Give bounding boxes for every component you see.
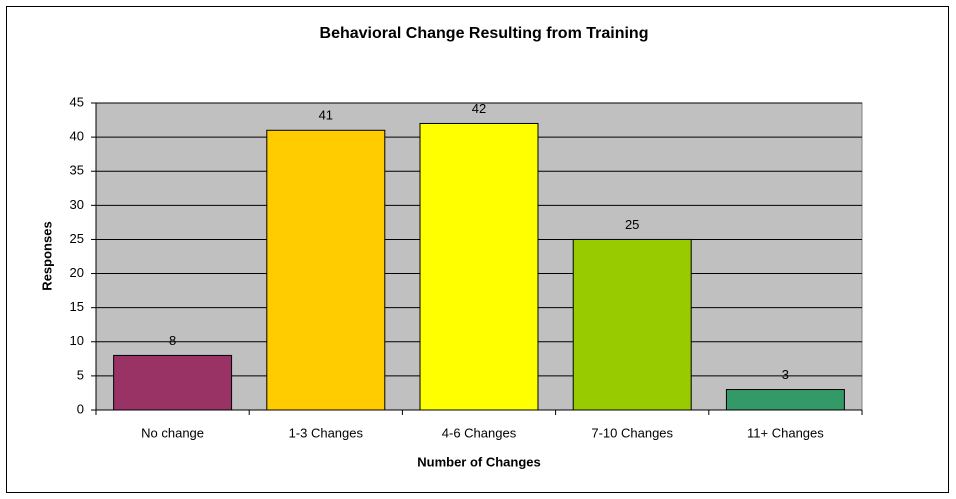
y-tick-label: 35 [70,163,84,178]
bar [572,238,692,411]
y-axis-label: Responses [39,221,54,290]
y-tick-label: 5 [77,367,84,382]
y-tick-label: 40 [70,129,84,144]
data-label: 8 [169,333,176,348]
bar [266,129,386,411]
y-tick-label: 0 [77,401,84,416]
y-tick-label: 20 [70,265,84,280]
x-tick-label: No change [141,425,204,440]
data-label: 41 [319,108,333,123]
data-label: 42 [472,101,486,116]
y-tick-label: 10 [70,333,84,348]
x-tick-label: 7-10 Changes [591,425,673,440]
bar [419,122,539,411]
bar [725,389,845,411]
data-label: 3 [782,367,789,382]
x-tick-label: 1-3 Changes [289,425,364,440]
chart-title: Behavioral Change Resulting from Trainin… [320,25,649,42]
y-tick-label: 45 [70,94,84,109]
x-axis-label: Number of Changes [417,454,541,469]
y-tick-label: 15 [70,299,84,314]
bar [113,354,233,411]
y-tick-label: 25 [70,231,84,246]
data-label: 25 [625,217,639,232]
x-tick-label: 11+ Changes [747,425,824,440]
x-tick-label: 4-6 Changes [442,425,517,440]
y-tick-label: 30 [70,197,84,212]
